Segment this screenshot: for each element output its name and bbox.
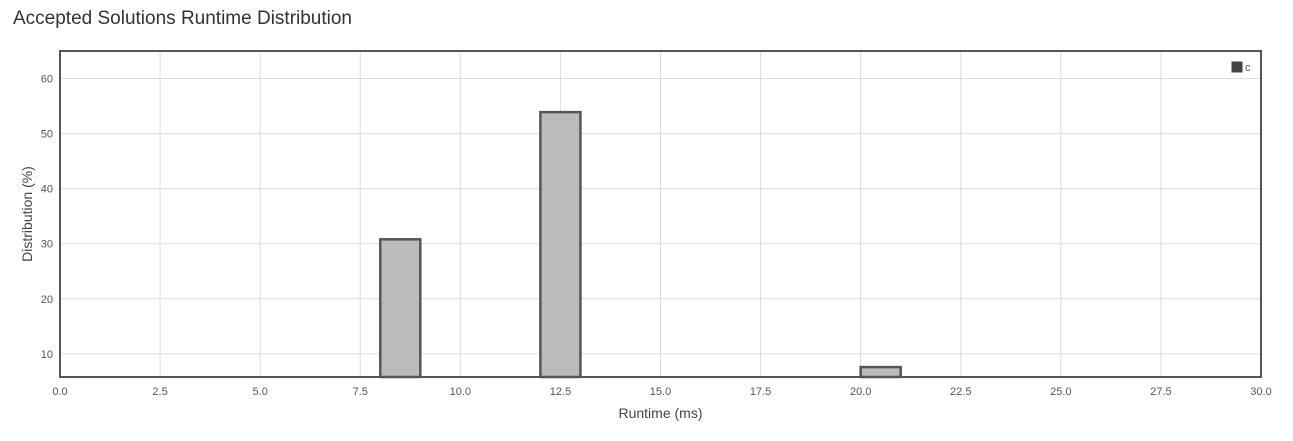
- x-tick-label: 5.0: [253, 386, 268, 398]
- y-tick-label: 30: [41, 239, 53, 251]
- x-tick-label: 15.0: [650, 386, 671, 398]
- x-tick-label: 22.5: [950, 386, 971, 398]
- legend-label-c[interactable]: c: [1245, 62, 1251, 74]
- y-tick-labels: 10 20 30 40 50 60: [41, 74, 53, 361]
- x-tick-label: 20.0: [850, 386, 871, 398]
- y-tick-label: 40: [41, 184, 53, 196]
- x-tick-label: 25.0: [1050, 386, 1071, 398]
- x-tick-label: 27.5: [1150, 386, 1171, 398]
- x-tick-label: 7.5: [353, 386, 368, 398]
- x-tick-label: 0.0: [52, 386, 67, 398]
- x-tick-label: 17.5: [750, 386, 771, 398]
- x-tick-label: 30.0: [1250, 386, 1271, 398]
- plot-frame: [59, 50, 1262, 378]
- bar-c-8[interactable]: [379, 238, 422, 379]
- x-tick-label: 10.0: [450, 386, 471, 398]
- x-axis-title: Runtime (ms): [618, 405, 702, 421]
- bar-c-20[interactable]: [859, 365, 902, 379]
- y-tick-label: 20: [41, 294, 53, 306]
- bar-c-12[interactable]: [539, 110, 582, 379]
- legend-swatch[interactable]: [1230, 60, 1244, 74]
- chart-title: Accepted Solutions Runtime Distribution: [13, 8, 353, 29]
- y-axis-title: Distribution (%): [19, 166, 35, 262]
- x-tick-label: 2.5: [152, 386, 167, 398]
- y-tick-label: 10: [41, 349, 53, 361]
- bars: [379, 110, 902, 379]
- y-tick-label: 60: [41, 74, 53, 86]
- legend[interactable]: c: [1230, 60, 1251, 74]
- x-tick-labels: 0.0 2.5 5.0 7.5 10.0 12.5 15.0 17.5 20.0 22.5 25.0…: [52, 386, 1271, 398]
- y-tick-label: 50: [41, 129, 53, 141]
- x-tick-label: 12.5: [550, 386, 571, 398]
- grid-lines: [59, 51, 1262, 377]
